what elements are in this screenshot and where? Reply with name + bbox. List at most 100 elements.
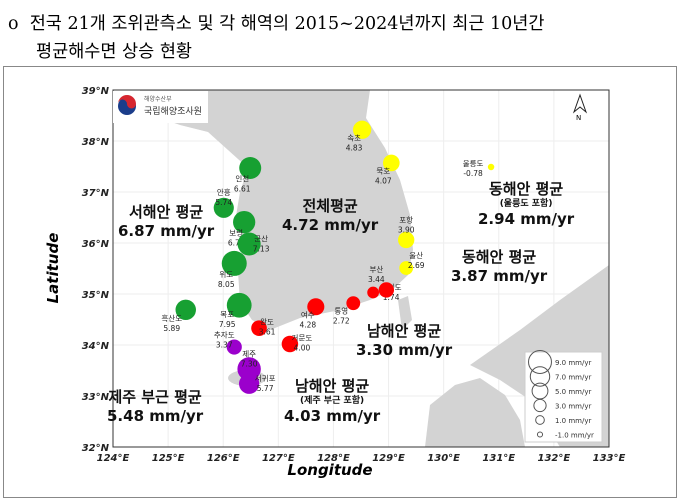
station-name: 위도 bbox=[219, 270, 233, 279]
region-south-jeju: 남해안 평균 (제주 부근 포함) 4.03 mm/yr bbox=[284, 377, 381, 425]
korea-peninsula bbox=[140, 90, 413, 330]
x-tick-label: 130°E bbox=[427, 453, 460, 464]
station-rate: 2.72 bbox=[333, 316, 350, 325]
logo: 해양수산부 국립해양조사원 bbox=[113, 91, 208, 123]
region-west: 서해안 평균 6.87 mm/yr bbox=[118, 203, 215, 240]
x-tick-label: 127°E bbox=[262, 453, 295, 464]
station-rate: 7.13 bbox=[253, 244, 270, 253]
station-name: 통영 bbox=[334, 305, 348, 315]
y-tick-label: 39°N bbox=[82, 86, 110, 97]
y-tick-label: 35°N bbox=[82, 290, 110, 301]
station-rate: 4.83 bbox=[346, 144, 363, 153]
y-tick-label: 37°N bbox=[82, 188, 110, 199]
station-name: 추자도 bbox=[214, 330, 235, 339]
station-rate: 4.07 bbox=[375, 176, 392, 185]
station-marker[interactable] bbox=[237, 232, 261, 256]
station-marker[interactable] bbox=[221, 250, 247, 276]
region-south: 남해안 평균 3.30 mm/yr bbox=[356, 322, 453, 359]
figure-frame bbox=[3, 66, 677, 498]
station-rate: 1.74 bbox=[383, 293, 400, 302]
station-marker[interactable] bbox=[367, 286, 380, 299]
y-axis-title: Latitude bbox=[44, 233, 62, 304]
station-name: 보령 bbox=[229, 228, 243, 237]
station-rate: 8.05 bbox=[218, 280, 235, 289]
station-marker[interactable] bbox=[399, 261, 414, 275]
station-marker[interactable] bbox=[251, 320, 267, 337]
region-jeju: 제주 부근 평균 5.48 mm/yr bbox=[107, 388, 204, 425]
title-line-1: 전국 21개 조위관측소 및 각 해역의 2015~2024년까지 최근 10년… bbox=[29, 14, 545, 34]
document-title: o 전국 21개 조위관측소 및 각 해역의 2015~2024년까지 최근 1… bbox=[8, 10, 544, 66]
station-rate: 5.77 bbox=[257, 384, 274, 393]
plot-border bbox=[112, 89, 610, 448]
region-east: 동해안 평균 3.87 mm/yr bbox=[451, 248, 548, 285]
logo-ministry: 해양수산부 bbox=[144, 95, 172, 103]
legend-label: 3.0 mm/yr bbox=[555, 403, 591, 411]
station-rate: 3.61 bbox=[259, 328, 276, 337]
station-marker[interactable] bbox=[226, 339, 242, 355]
kyushu bbox=[425, 378, 525, 447]
y-tick-label: 36°N bbox=[82, 239, 110, 250]
logo-org: 국립해양조사원 bbox=[144, 106, 202, 117]
station-name: 부산 bbox=[369, 264, 383, 274]
station-name: 제주 bbox=[242, 349, 256, 358]
station-rate: 5.89 bbox=[163, 324, 180, 333]
station-marker[interactable] bbox=[239, 373, 260, 394]
title-line-2: 평균해수면 상승 현황 bbox=[36, 42, 193, 62]
station-marker[interactable] bbox=[398, 231, 415, 249]
x-tick-label: 132°E bbox=[538, 453, 571, 464]
station-name: 거문도 bbox=[292, 333, 313, 342]
station-name: 울산 bbox=[409, 250, 423, 260]
region-total: 전체평균 4.72 mm/yr bbox=[282, 197, 379, 234]
station-name: 인천 bbox=[235, 173, 249, 183]
x-axis-title: Longitude bbox=[287, 461, 372, 479]
station-marker[interactable] bbox=[352, 120, 372, 139]
x-tick-label: 126°E bbox=[207, 453, 240, 464]
station-name: 목포 bbox=[220, 310, 234, 319]
legend-size-marker bbox=[529, 366, 551, 387]
station-marker[interactable] bbox=[237, 357, 261, 381]
station-marker[interactable] bbox=[378, 282, 395, 298]
station-marker[interactable] bbox=[382, 154, 400, 172]
x-tick-label: 133°E bbox=[593, 453, 626, 464]
x-tick-label: 129°E bbox=[372, 453, 405, 464]
north-arrow-icon: N bbox=[572, 93, 588, 122]
y-tick-label: 34°N bbox=[82, 341, 110, 352]
station-marker[interactable] bbox=[239, 157, 262, 180]
region-east-ulleung: 동해안 평균 (울릉도 포함) 2.94 mm/yr bbox=[478, 180, 575, 228]
x-tick-label: 128°E bbox=[317, 453, 350, 464]
station-name: 여수 bbox=[301, 309, 315, 319]
station-marker[interactable] bbox=[226, 292, 252, 318]
station-marker[interactable] bbox=[233, 210, 256, 234]
y-tick-label: 33°N bbox=[82, 392, 110, 403]
station-rate: 3.44 bbox=[368, 275, 385, 284]
station-name: 안흥 bbox=[217, 187, 231, 197]
station-marker[interactable] bbox=[175, 299, 196, 321]
legend: 9.0 mm/yr 7.0 mm/yr 5.0 mm/yr 3.0 mm/yr 1.0 … bbox=[524, 350, 603, 443]
station-rate: 7.95 bbox=[219, 320, 236, 329]
legend-label: 9.0 mm/yr bbox=[555, 359, 591, 367]
station-marker[interactable] bbox=[281, 335, 299, 353]
station-rate: 6.61 bbox=[234, 184, 251, 193]
legend-label: 5.0 mm/yr bbox=[555, 388, 591, 396]
y-tick-label: 38°N bbox=[82, 137, 110, 148]
station-marker[interactable] bbox=[346, 296, 361, 311]
x-tick-label: 131°E bbox=[482, 453, 515, 464]
station-marker[interactable] bbox=[487, 163, 495, 171]
station-rate: 6.74 bbox=[228, 238, 245, 247]
station-name: 완도 bbox=[260, 318, 274, 327]
station-name: 속초 bbox=[347, 134, 361, 143]
station-name: 포항 bbox=[399, 215, 413, 224]
station-marker[interactable] bbox=[213, 197, 234, 218]
station-rate: 3.37 bbox=[216, 340, 233, 349]
svg-text:N: N bbox=[576, 114, 581, 122]
station-name: 서귀포 bbox=[255, 373, 276, 383]
station-rate: 4.28 bbox=[299, 320, 316, 329]
legend-size-marker bbox=[533, 398, 547, 413]
legend-size-marker bbox=[528, 350, 552, 374]
station-rate: 2.69 bbox=[408, 261, 425, 270]
bullet: o bbox=[8, 14, 19, 34]
tsushima bbox=[398, 296, 412, 330]
station-rate: 3.90 bbox=[398, 225, 415, 234]
station-marker[interactable] bbox=[307, 298, 325, 316]
legend-label: -1.0 mm/yr bbox=[555, 432, 594, 440]
